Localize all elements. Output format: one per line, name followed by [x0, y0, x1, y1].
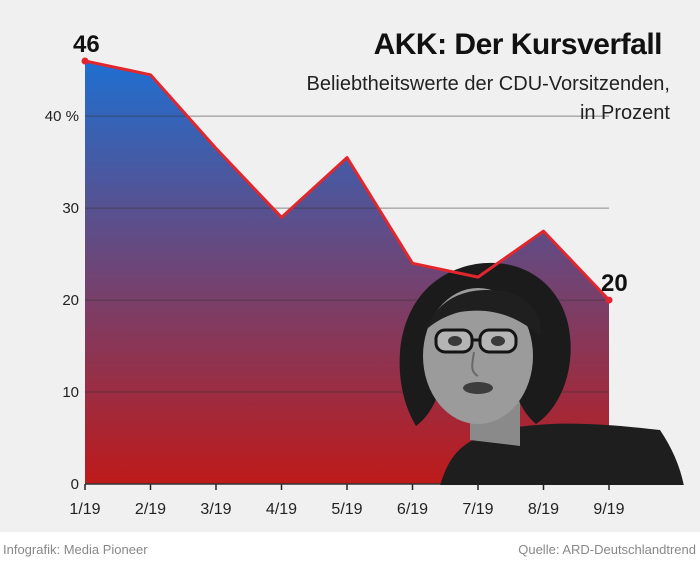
y-tick-label: 10: [62, 384, 79, 401]
series-line: [84, 59, 611, 302]
chart-subtitle-line: in Prozent: [579, 102, 670, 124]
chart-subtitle-line: Beliebtheitswerte der CDU-Vorsitzenden,: [306, 73, 670, 95]
x-axis-ticks: 1/19 2/19 3/19 4/19 5/19 6/19 7/19 8/19 9/19: [69, 484, 625, 518]
chart-subtitle: Beliebtheitswerte der CDU-Vorsitzenden, …: [306, 70, 670, 128]
data-point-marker: [605, 296, 613, 304]
x-tick-label: 5/19: [331, 501, 362, 518]
x-tick-label: 7/19: [462, 501, 493, 518]
credit-text: Infografik: Media Pioneer: [3, 542, 148, 557]
x-tick-label: 1/19: [69, 501, 100, 518]
x-tick-label: 6/19: [397, 501, 428, 518]
area-chart: 0 10 20 30 40 % 1/19 2/19 3/19 4/19 5/19 6/19 7/19…: [45, 31, 684, 518]
end-value-labels: 46 20: [73, 31, 628, 297]
x-tick-label: 3/19: [200, 501, 231, 518]
x-tick-label: 4/19: [266, 501, 297, 518]
x-tick-label: 2/19: [135, 501, 166, 518]
y-axis-ticks: 0 10 20 30 40 %: [45, 108, 79, 493]
data-label: 20: [601, 270, 628, 297]
portrait-photo-icon: [399, 262, 684, 485]
y-tick-label: 30: [62, 200, 79, 217]
data-label: 46: [73, 31, 100, 58]
y-tick-label: 20: [62, 292, 79, 309]
x-tick-label: 9/19: [593, 501, 624, 518]
y-tick-label: 0: [71, 476, 79, 493]
series-markers: [81, 57, 613, 304]
x-tick-label: 8/19: [528, 501, 559, 518]
chart-title: AKK: Der Kursverfall: [373, 28, 663, 61]
y-tick-label: 40 %: [45, 108, 79, 125]
data-point-marker: [81, 57, 89, 65]
source-text: Quelle: ARD-Deutschlandtrend: [518, 542, 696, 557]
